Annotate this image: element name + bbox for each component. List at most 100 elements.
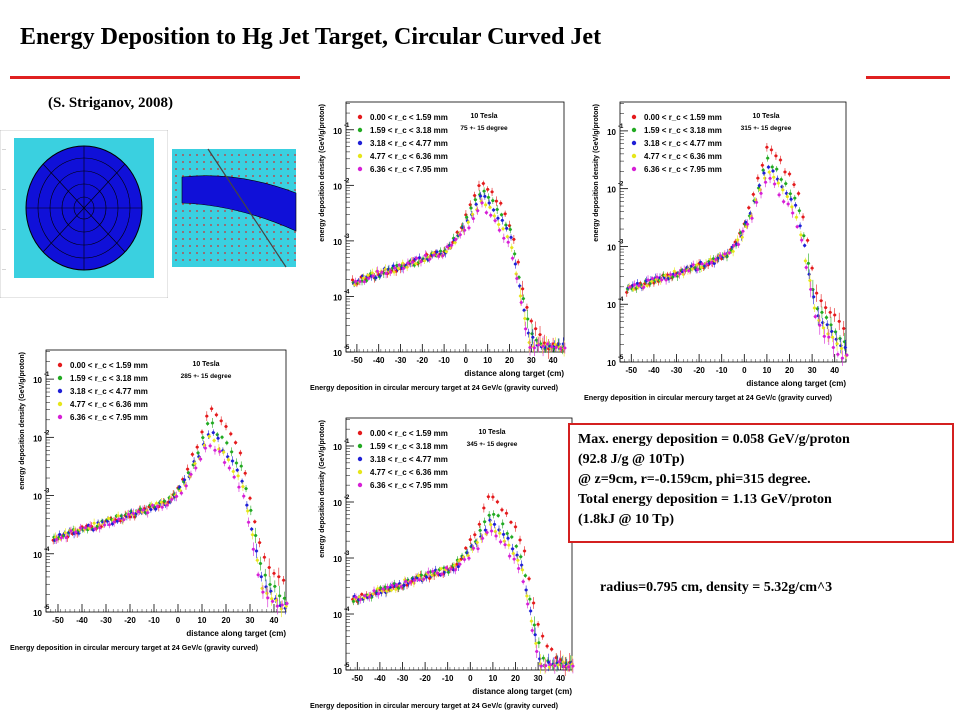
y-tick-exponent: -4 [44,547,50,553]
y-tick-label: 10 [33,376,42,385]
x-tick-label: -20 [693,366,705,375]
x-tick-label: -50 [352,674,364,683]
x-tick-label: 20 [511,674,520,683]
data-point [462,558,466,562]
x-tick-label: -10 [438,356,450,365]
data-point [516,558,520,562]
data-point [660,278,664,282]
info-line: (1.8kJ @ 10 Tp) [578,512,675,527]
data-point [358,279,362,283]
data-point [250,527,254,531]
x-tick-label: -50 [626,366,638,375]
x-tick-label: -20 [417,356,429,365]
data-point [232,475,236,479]
data-point [812,295,816,299]
data-point [184,484,188,488]
data-point [486,195,490,199]
y-tick-exponent: -3 [618,239,624,245]
data-point [372,589,376,593]
data-point [419,260,423,264]
angle-label: 315 +- 15 degree [741,125,792,132]
data-point [783,170,787,174]
data-point [271,599,275,603]
data-point [211,431,215,435]
data-point [642,285,646,289]
data-point [709,260,713,264]
field-label: 10 Tesla [192,361,219,368]
data-point [508,554,512,558]
data-point [237,485,241,489]
data-point [431,569,435,573]
data-point [829,323,833,327]
legend-marker [631,127,637,133]
data-point [544,664,548,668]
data-point [440,572,444,576]
data-point [352,599,356,603]
data-point [371,274,375,278]
data-point [402,583,406,587]
y-tick-exponent: -2 [618,182,624,188]
data-point [797,192,801,196]
data-point [511,547,515,551]
title-underline-left [10,76,300,79]
data-point [700,262,704,266]
data-point [422,577,426,581]
y-tick-label: 10 [333,499,342,508]
data-point [523,574,527,578]
data-point [416,574,420,578]
data-point [513,262,517,266]
data-point [537,641,541,645]
data-point [529,319,533,323]
data-point [83,526,87,530]
y-tick-label: 10 [333,611,342,620]
data-point [541,344,545,348]
data-point [526,602,530,606]
data-point [239,464,243,468]
data-point [79,526,83,530]
data-point [833,313,837,317]
data-point [272,571,276,575]
data-point [835,342,839,346]
data-point [399,585,403,589]
data-point [454,237,458,241]
y-tick-exponent: -5 [344,345,350,351]
data-point [840,346,844,350]
data-point [790,205,794,209]
data-point [384,271,388,275]
data-point [391,264,395,268]
data-point [502,236,506,240]
data-point [381,587,385,591]
radius-density-note: radius=0.795 cm, density = 5.32g/cm^3 [600,580,833,595]
data-point [804,265,808,269]
info-line: @ z=9cm, r=-0.159cm, phi=315 degree. [578,472,811,487]
y-tick-exponent: -1 [344,123,350,129]
data-point [563,346,567,350]
data-point [791,211,795,215]
data-point [179,491,183,495]
data-point [494,534,498,538]
chart-345-svg: 10-110-210-310-410-5-50 -40 -30 -20 -10 0 10 20… [310,417,575,710]
data-point [538,333,542,337]
data-point [396,267,400,271]
legend-label: 4.77 < r_c < 6.36 mm [370,468,448,477]
cross-section-svg: — — — — [0,129,169,299]
data-point [476,547,480,551]
data-point [266,596,270,600]
data-point [278,594,282,598]
data-point [360,592,364,596]
data-point [696,267,700,271]
data-point [492,512,496,516]
data-point [767,170,771,174]
data-point [718,254,722,258]
data-point [254,549,258,553]
data-point [699,265,703,269]
data-point [468,538,472,542]
data-point [678,272,682,276]
data-point [506,240,510,244]
data-point [522,308,526,312]
data-point [203,446,207,450]
data-point [151,503,155,507]
side-view-svg [168,145,300,297]
data-point [486,187,490,191]
data-point [736,243,740,247]
